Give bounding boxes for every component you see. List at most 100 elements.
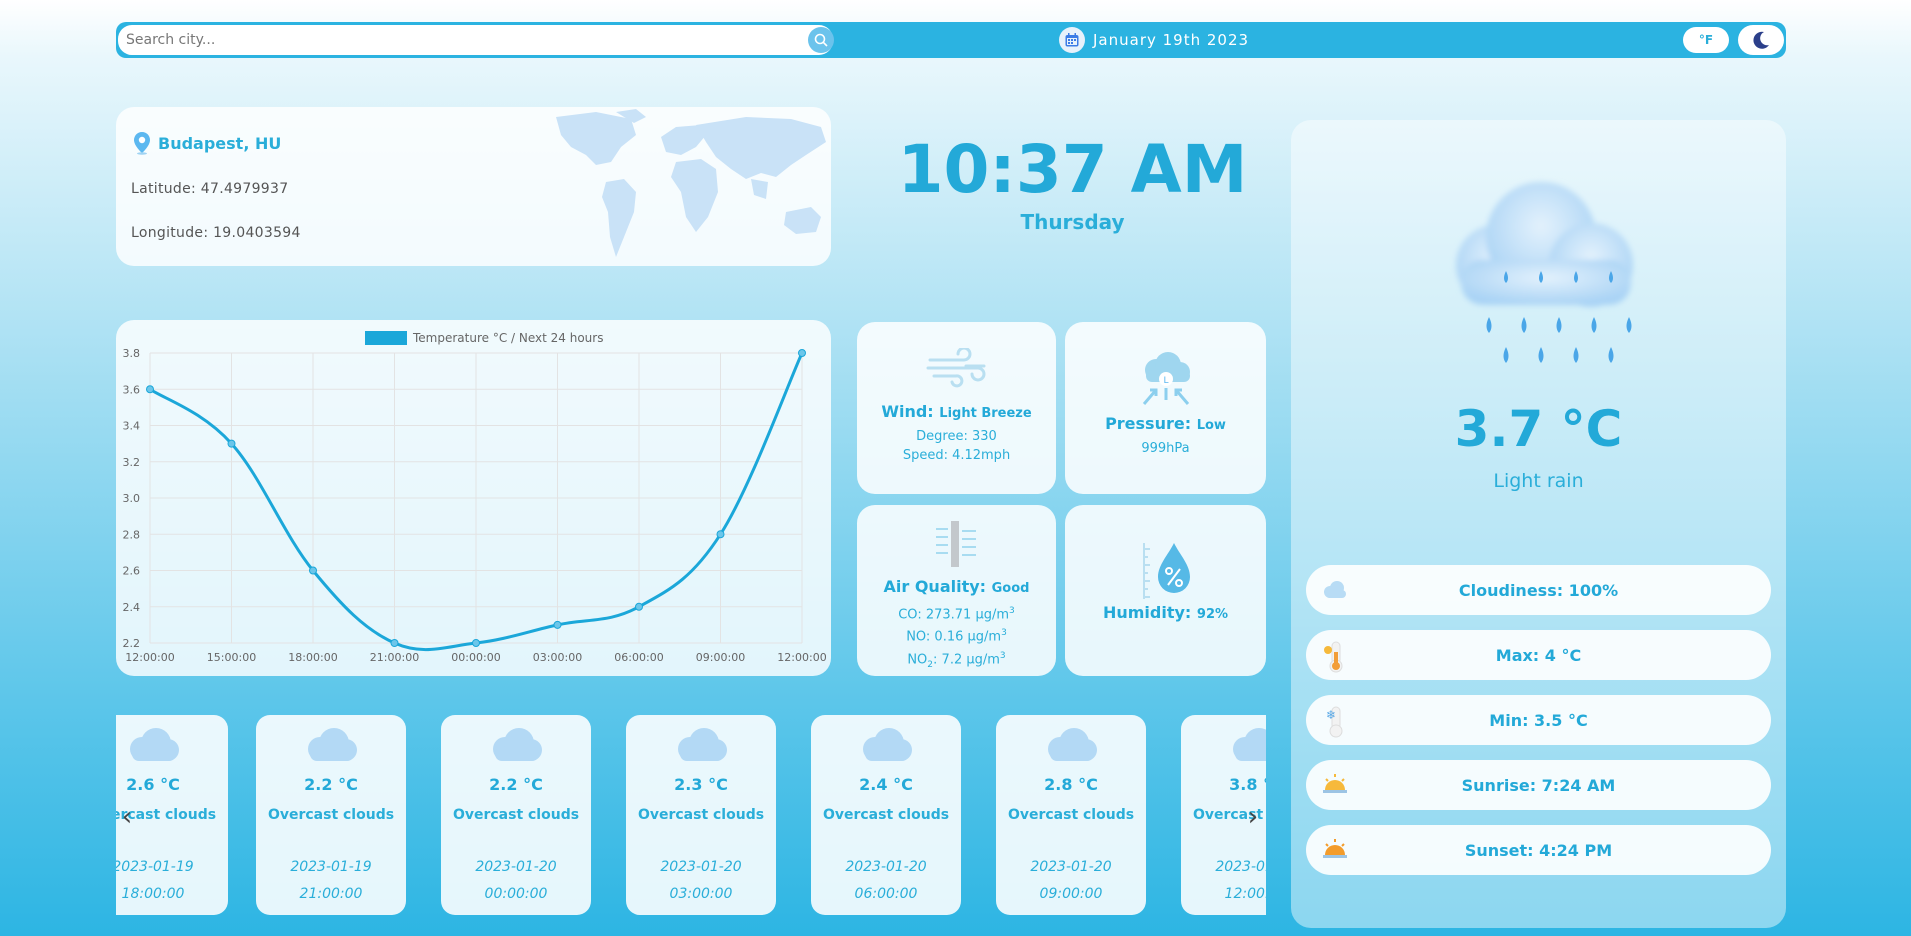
chart-data-point: [309, 566, 317, 575]
search-button[interactable]: [808, 27, 834, 53]
cloud-icon: [1233, 728, 1266, 761]
chart-data-point: [390, 639, 399, 647]
forecast-date: 2023-01-19: [290, 859, 372, 875]
forecast-desc: Overcast clouds: [116, 807, 217, 823]
air-quality-title: Air Quality: Good: [857, 577, 1056, 596]
chart-x-tick-label: 12:00:00: [777, 651, 826, 664]
location-city: Budapest, HU: [132, 131, 281, 155]
wind-label: Wind:: [881, 402, 934, 421]
forecast-desc: Overcast clouds: [822, 807, 950, 823]
chart-data-point: [146, 385, 154, 394]
forecast-desc: Overcast clouds: [267, 807, 395, 823]
theme-toggle-button[interactable]: [1738, 25, 1784, 55]
air-quality-value: Good: [991, 581, 1030, 596]
cloud-icon: [863, 728, 912, 761]
forecast-temp: 2.2 °C: [304, 775, 358, 794]
forecast-card: 2.3 °C Overcast clouds 2023-01-20 03:00:00: [626, 715, 776, 915]
forecast-date: 2023-01-20: [1215, 859, 1266, 875]
air-quality-label: Air Quality:: [883, 577, 987, 596]
chart-data-point: [635, 602, 643, 611]
location-card: Budapest, HU Latitude: 47.4979937 Longit…: [116, 107, 831, 266]
chart-y-tick-label: 3.0: [123, 492, 141, 505]
forecast-prev-button[interactable]: ‹: [114, 800, 140, 834]
forecast-time: 09:00:00: [1039, 886, 1103, 902]
current-weather-panel: 3.7 °C Light rain Cloudiness: 100% Max: …: [1291, 120, 1786, 928]
search-icon: [814, 33, 828, 47]
max-temp-row: Max: 4 °C: [1306, 630, 1771, 680]
chart-y-tick-label: 2.2: [123, 637, 141, 650]
air-quality-icon: [935, 521, 976, 567]
thermometer-cold-icon: ❄: [1326, 706, 1343, 738]
clock-time: 10:37 AM: [897, 131, 1248, 208]
wind-speed: Speed: 4.12mph: [902, 448, 1011, 463]
cloud-icon: [130, 728, 179, 761]
forecast-date: 2023-01-20: [660, 859, 742, 875]
cloud-icon: [308, 728, 357, 761]
forecast-time: 21:00:00: [299, 886, 363, 902]
pressure-title: Pressure: Low: [1065, 414, 1266, 433]
date-display: January 19th 2023: [1059, 27, 1249, 53]
cloudiness-text: Cloudiness: 100%: [1458, 580, 1619, 600]
wind-degree: Degree: 330: [916, 429, 997, 444]
forecast-desc: Overcast clouds: [452, 807, 580, 823]
sunset-icon: [1323, 839, 1347, 858]
sunrise-text: Sunrise: 7:24 AM: [1461, 775, 1616, 795]
city-name: Budapest, HU: [158, 133, 282, 153]
sunrise-row: Sunrise: 7:24 AM: [1306, 760, 1771, 810]
forecast-temp: 2.6 °C: [126, 775, 180, 794]
air-no2-text: : 7.2 μg/m: [933, 651, 1000, 667]
forecast-temp: 3.8 °C: [1229, 775, 1266, 794]
air-co-text: CO: 273.71 μg/m: [898, 607, 1010, 623]
world-map-icon: [556, 109, 826, 257]
current-temperature: 3.7 °C: [1454, 400, 1623, 458]
chart-x-tick-label: 15:00:00: [207, 651, 256, 664]
wind-card: Wind: Light Breeze Degree: 330 Speed: 4.…: [857, 322, 1056, 494]
chart-x-tick-label: 12:00:00: [125, 651, 174, 664]
chart-y-tick-label: 3.4: [123, 420, 141, 433]
search-box: [118, 25, 834, 55]
svg-text:L: L: [1163, 376, 1168, 386]
pressure-amount: 999hPa: [1141, 441, 1190, 456]
calendar-icon: [1059, 27, 1085, 53]
forecast-desc: Overcast clouds: [637, 807, 765, 823]
max-temp-text: Max: 4 °C: [1495, 645, 1582, 665]
forecast-time: 18:00:00: [121, 886, 185, 902]
forecast-temp: 2.3 °C: [674, 775, 728, 794]
chart-y-tick-label: 2.8: [123, 528, 141, 541]
cloud-icon: [493, 728, 542, 761]
search-input[interactable]: [126, 29, 806, 51]
cloud-icon: [1048, 728, 1097, 761]
clock: 10:37 AM Thursday: [850, 130, 1295, 234]
forecast-card: 2.8 °C Overcast clouds 2023-01-20 09:00:00: [996, 715, 1146, 915]
forecast-card: 2.6 °C Overcast clouds 2023-01-19 18:00:00: [116, 715, 228, 915]
forecast-desc: Overcast clouds: [1192, 807, 1266, 823]
thermometer-hot-icon: [1324, 641, 1343, 673]
chart-x-tick-label: 03:00:00: [533, 651, 582, 664]
forecast-strip[interactable]: 2.6 °C Overcast clouds 2023-01-19 18:00:00 2…: [116, 715, 1266, 915]
unit-toggle-button[interactable]: °F: [1683, 27, 1729, 53]
air-no2-prefix: NO: [907, 651, 928, 667]
chart-data-point: [227, 439, 236, 448]
pressure-icon: L: [1142, 352, 1190, 405]
humidity-value: 92%: [1196, 607, 1229, 622]
sunrise-icon: [1323, 774, 1347, 793]
forecast-temp: 2.8 °C: [1044, 775, 1098, 794]
chevron-right-icon: ›: [1247, 802, 1259, 832]
forecast-card: 2.2 °C Overcast clouds 2023-01-20 00:00:00: [441, 715, 591, 915]
chart-data-point: [716, 530, 725, 539]
forecast-next-button[interactable]: ›: [1240, 800, 1266, 834]
chart-y-tick-label: 3.6: [123, 383, 141, 396]
forecast-date: 2023-01-20: [845, 859, 927, 875]
wind-value: Light Breeze: [939, 406, 1032, 421]
rain-cloud-icon: [1456, 182, 1633, 363]
wind-icon: [926, 348, 985, 388]
air-quality-card: Air Quality: Good CO: 273.71 μg/m3 NO: 0…: [857, 505, 1056, 676]
location-pin-icon: [134, 132, 150, 155]
temperature-chart-card: Temperature °C / Next 24 hours 3.8 3.6 3.4 3…: [116, 320, 831, 676]
forecast-card: 2.2 °C Overcast clouds 2023-01-19 21:00:00: [256, 715, 406, 915]
latitude-text: Latitude: 47.4979937: [131, 181, 289, 197]
min-temp-row: ❄ Min: 3.5 °C: [1306, 695, 1771, 745]
cloud-icon: [1324, 581, 1346, 598]
forecast-temp: 2.2 °C: [489, 775, 543, 794]
chart-data-point: [553, 620, 562, 629]
